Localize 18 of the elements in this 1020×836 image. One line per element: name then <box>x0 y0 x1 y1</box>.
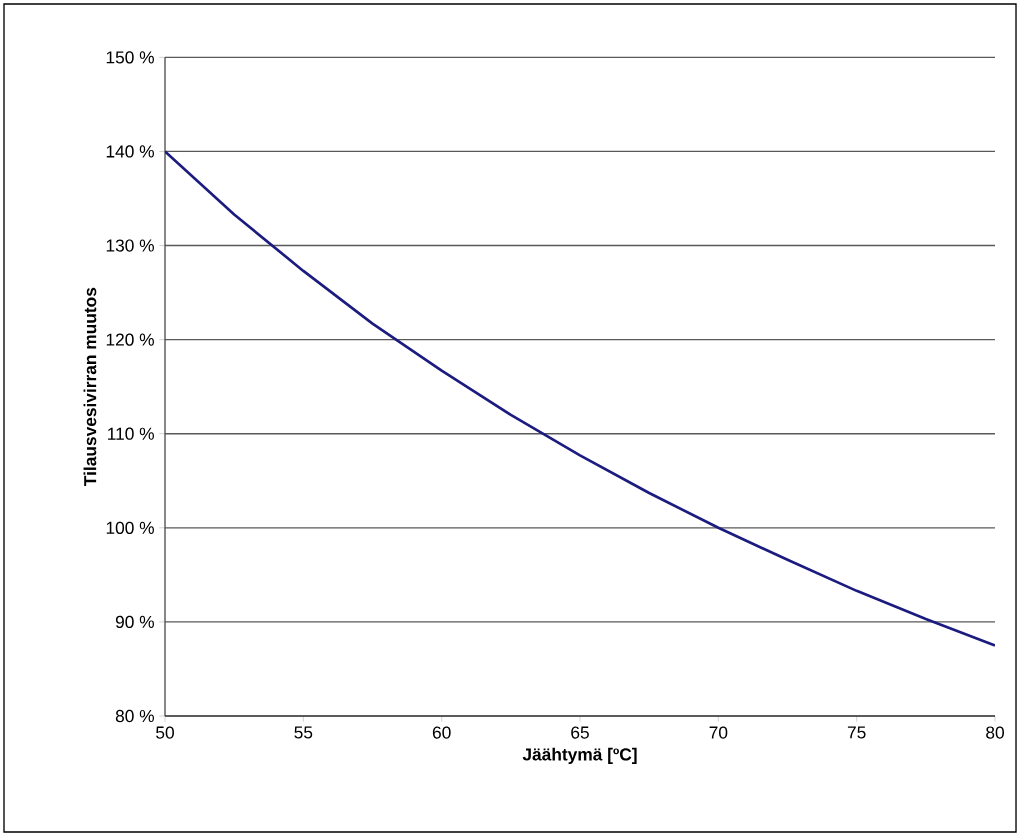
y-tick-label: 100 % <box>106 521 154 534</box>
y-tick-label: 120 % <box>106 333 154 346</box>
y-tick-label: 110 % <box>108 427 154 440</box>
x-axis-title: Jäähtymä [ºC] <box>522 747 637 764</box>
y-tick-label: 140 % <box>106 145 154 158</box>
x-tick-label: 70 <box>709 726 728 739</box>
y-tick-label: 80 % <box>115 709 154 723</box>
y-tick-label: 130 % <box>106 239 154 252</box>
y-axis-title: Tilausvesivirran muutos <box>83 287 97 487</box>
y-tick-label: 90 % <box>115 615 154 629</box>
x-tick-label: 65 <box>571 726 589 739</box>
y-tick-label: 150 % <box>106 51 154 64</box>
line-series <box>165 150 996 647</box>
x-tick-label: 60 <box>432 726 451 739</box>
x-tick-label: 55 <box>294 726 313 739</box>
x-tick-label: 75 <box>847 726 866 739</box>
x-tick-label: 80 <box>986 726 1004 739</box>
x-tick-label: 50 <box>156 726 174 739</box>
